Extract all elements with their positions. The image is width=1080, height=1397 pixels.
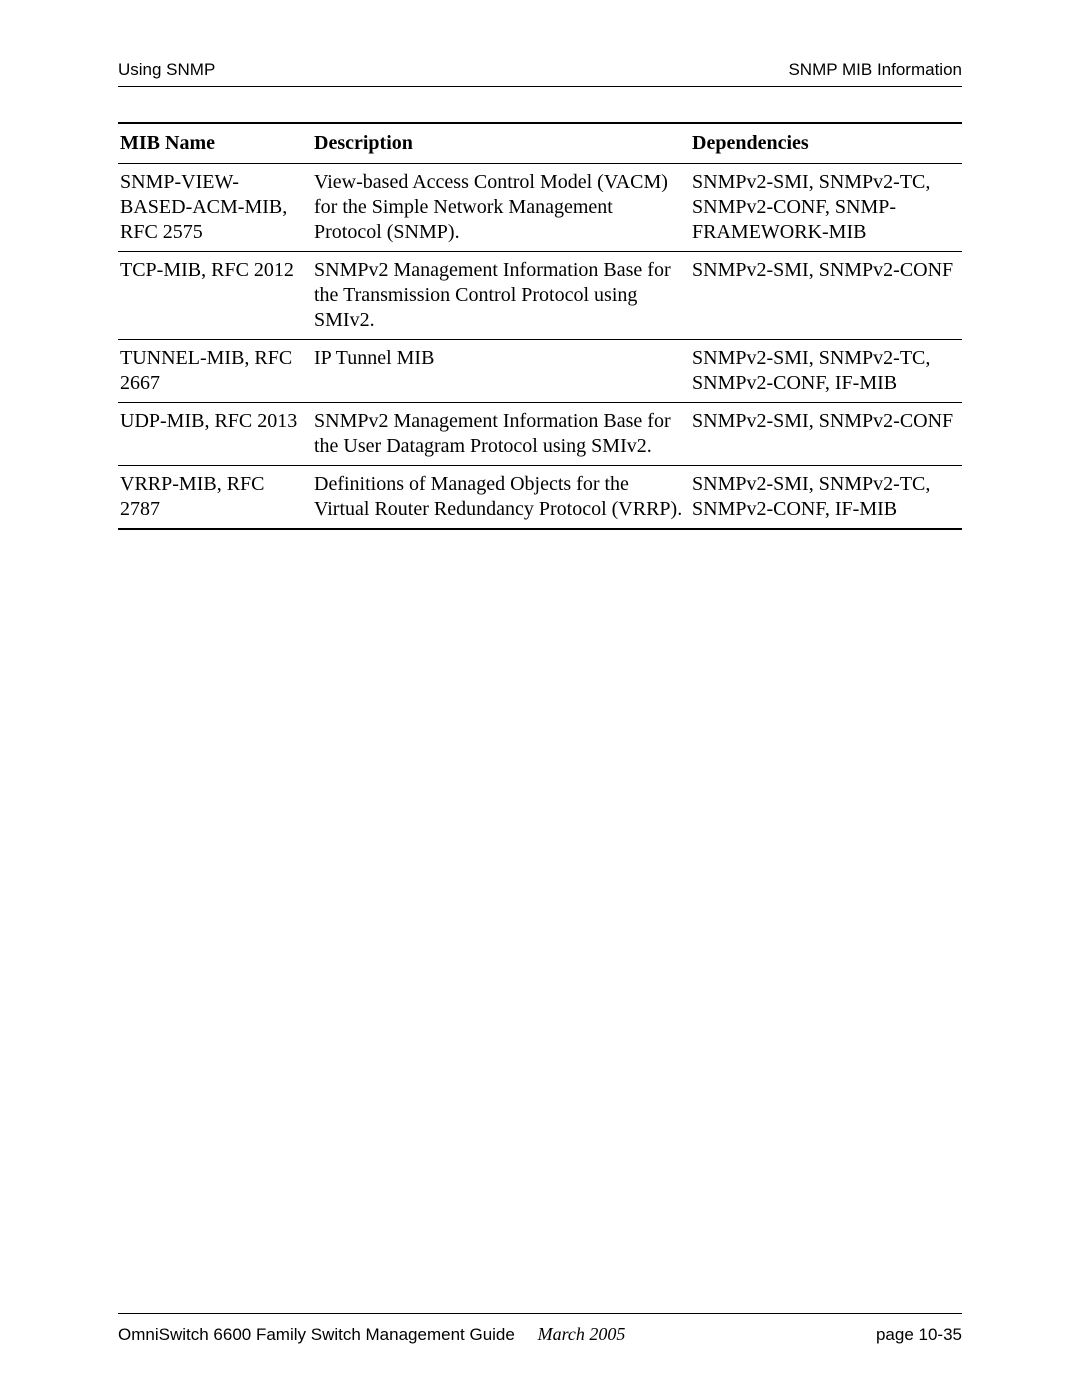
table-row: VRRP-MIB, RFC 2787 Definitions of Manage… bbox=[118, 466, 962, 530]
cell-description: SNMPv2 Management Information Base for t… bbox=[312, 403, 690, 466]
table-row: TCP-MIB, RFC 2012 SNMPv2 Management Info… bbox=[118, 252, 962, 340]
col-header-dependencies: Dependencies bbox=[690, 123, 962, 164]
cell-mib-name: UDP-MIB, RFC 2013 bbox=[118, 403, 312, 466]
page-footer: OmniSwitch 6600 Family Switch Management… bbox=[118, 1313, 962, 1345]
footer-date: March 2005 bbox=[538, 1324, 626, 1344]
page: Using SNMP SNMP MIB Information MIB Name… bbox=[0, 0, 1080, 1397]
cell-mib-name: VRRP-MIB, RFC 2787 bbox=[118, 466, 312, 530]
cell-mib-name: SNMP-VIEW-BASED-ACM-MIB, RFC 2575 bbox=[118, 164, 312, 252]
page-header: Using SNMP SNMP MIB Information bbox=[118, 60, 962, 87]
col-header-description: Description bbox=[312, 123, 690, 164]
mib-table-wrap: MIB Name Description Dependencies SNMP-V… bbox=[118, 122, 962, 530]
footer-left: OmniSwitch 6600 Family Switch Management… bbox=[118, 1324, 625, 1345]
table-row: UDP-MIB, RFC 2013 SNMPv2 Management Info… bbox=[118, 403, 962, 466]
cell-description: SNMPv2 Management Information Base for t… bbox=[312, 252, 690, 340]
cell-dependencies: SNMPv2-SMI, SNMPv2-CONF bbox=[690, 403, 962, 466]
header-left: Using SNMP bbox=[118, 60, 215, 80]
col-header-mib-name: MIB Name bbox=[118, 123, 312, 164]
cell-dependencies: SNMPv2-SMI, SNMPv2-TC, SNMPv2-CONF, SNMP… bbox=[690, 164, 962, 252]
cell-description: IP Tunnel MIB bbox=[312, 340, 690, 403]
footer-page-number: page 10-35 bbox=[876, 1325, 962, 1345]
header-right: SNMP MIB Information bbox=[788, 60, 962, 80]
cell-dependencies: SNMPv2-SMI, SNMPv2-CONF bbox=[690, 252, 962, 340]
table-row: TUNNEL-MIB, RFC 2667 IP Tunnel MIB SNMPv… bbox=[118, 340, 962, 403]
mib-table: MIB Name Description Dependencies SNMP-V… bbox=[118, 122, 962, 530]
footer-title: OmniSwitch 6600 Family Switch Management… bbox=[118, 1325, 515, 1344]
cell-dependencies: SNMPv2-SMI, SNMPv2-TC, SNMPv2-CONF, IF-M… bbox=[690, 340, 962, 403]
cell-mib-name: TUNNEL-MIB, RFC 2667 bbox=[118, 340, 312, 403]
cell-mib-name: TCP-MIB, RFC 2012 bbox=[118, 252, 312, 340]
cell-description: Definitions of Managed Objects for the V… bbox=[312, 466, 690, 530]
table-header-row: MIB Name Description Dependencies bbox=[118, 123, 962, 164]
cell-dependencies: SNMPv2-SMI, SNMPv2-TC, SNMPv2-CONF, IF-M… bbox=[690, 466, 962, 530]
table-row: SNMP-VIEW-BASED-ACM-MIB, RFC 2575 View-b… bbox=[118, 164, 962, 252]
cell-description: View-based Access Control Model (VACM) f… bbox=[312, 164, 690, 252]
